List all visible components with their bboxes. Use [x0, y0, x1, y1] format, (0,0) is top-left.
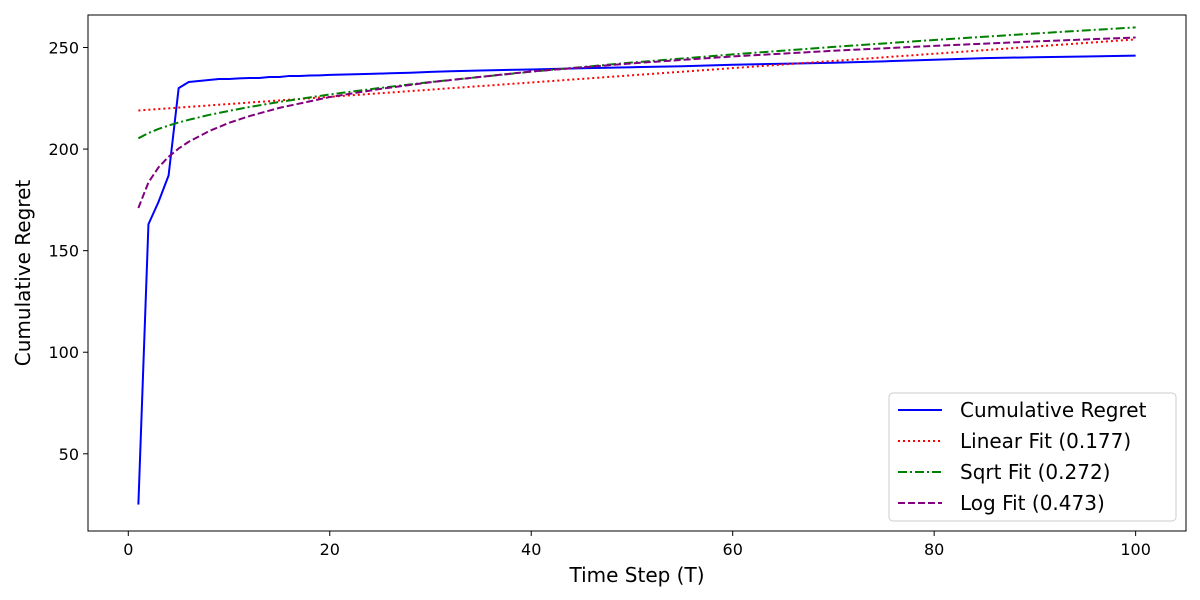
y-axis-ticks: 50 100 150 200 250: [48, 39, 88, 464]
x-tick-label-3: 60: [723, 540, 743, 559]
x-axis-label: Time Step (T): [568, 563, 704, 587]
y-tick-label-2: 150: [48, 242, 79, 261]
y-tick-label-3: 200: [48, 140, 79, 159]
legend-label-0: Cumulative Regret: [960, 398, 1147, 422]
series-line-2: [137, 26, 1136, 140]
y-tick-label-0: 50: [59, 445, 79, 464]
plot-frame: [87, 14, 1187, 532]
x-tick-label-4: 80: [924, 540, 944, 559]
x-tick-label-2: 40: [521, 540, 541, 559]
series-layer: [137, 26, 1136, 505]
series-line-3: [137, 36, 1136, 209]
legend-label-1: Linear Fit (0.177): [960, 429, 1131, 453]
x-tick-label-1: 20: [320, 540, 340, 559]
x-tick-label-5: 100: [1120, 540, 1151, 559]
legend-box: [888, 392, 1177, 522]
y-axis-label: Cumulative Regret: [11, 180, 35, 367]
x-tick-label-0: 0: [123, 540, 133, 559]
legend-label-3: Log Fit (0.473): [960, 491, 1105, 515]
y-tick-label-1: 100: [48, 343, 79, 362]
y-tick-label-4: 250: [48, 39, 79, 58]
legend: Cumulative Regret Linear Fit (0.177) Sqrt …: [888, 392, 1177, 522]
legend-label-2: Sqrt Fit (0.272): [960, 460, 1110, 484]
x-axis-ticks: 0 20 40 60 80 100: [123, 531, 1151, 559]
